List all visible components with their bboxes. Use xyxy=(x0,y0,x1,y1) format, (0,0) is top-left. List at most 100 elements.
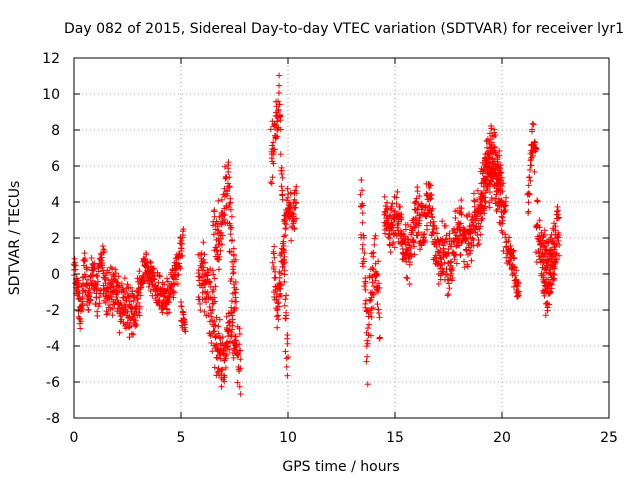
data-point xyxy=(145,283,152,290)
data-point xyxy=(201,251,208,258)
y-tick-label: 4 xyxy=(51,195,60,211)
data-point xyxy=(77,318,84,325)
data-point xyxy=(528,154,535,161)
data-point xyxy=(274,306,281,313)
data-point xyxy=(212,226,219,233)
data-point xyxy=(156,273,163,280)
data-point xyxy=(541,227,548,234)
data-point xyxy=(274,300,281,307)
data-point xyxy=(498,213,505,220)
data-point xyxy=(506,234,513,241)
data-point xyxy=(270,250,277,257)
data-point xyxy=(76,295,83,302)
data-point xyxy=(104,288,111,295)
data-point xyxy=(271,243,278,250)
data-point xyxy=(488,197,495,204)
data-point xyxy=(269,142,276,149)
data-point xyxy=(440,242,447,249)
data-point xyxy=(170,294,177,301)
data-point xyxy=(114,288,121,295)
data-point xyxy=(85,307,92,314)
data-point xyxy=(392,208,399,215)
data-point xyxy=(268,180,275,187)
data-point xyxy=(403,274,410,281)
data-point xyxy=(221,211,228,218)
data-point xyxy=(534,197,541,204)
data-point xyxy=(135,289,142,296)
data-point xyxy=(221,374,228,381)
data-point xyxy=(434,230,441,237)
data-point xyxy=(113,294,120,301)
data-point xyxy=(218,241,225,248)
data-point xyxy=(526,190,533,197)
data-point xyxy=(290,220,297,227)
data-point xyxy=(232,278,239,285)
data-point xyxy=(206,303,213,310)
data-point xyxy=(466,250,473,257)
data-point xyxy=(212,333,219,340)
data-point xyxy=(416,211,423,218)
data-point xyxy=(359,187,366,194)
data-point xyxy=(118,302,125,309)
data-point xyxy=(371,241,378,248)
data-point xyxy=(554,203,561,210)
data-point xyxy=(227,206,234,213)
data-point xyxy=(276,82,283,89)
data-point xyxy=(451,256,458,263)
data-point xyxy=(107,284,114,291)
data-point xyxy=(418,242,425,249)
data-point xyxy=(424,226,431,233)
data-point xyxy=(475,236,482,243)
data-point xyxy=(76,282,83,289)
data-point xyxy=(79,306,86,313)
data-point xyxy=(458,197,465,204)
data-point xyxy=(76,290,83,297)
data-point xyxy=(228,238,235,245)
data-point xyxy=(496,164,503,171)
data-point xyxy=(422,237,429,244)
data-point xyxy=(230,354,237,361)
data-point xyxy=(526,174,533,181)
data-point xyxy=(282,232,289,239)
data-point xyxy=(427,195,434,202)
data-point xyxy=(375,310,382,317)
data-point xyxy=(372,232,379,239)
data-point xyxy=(93,294,100,301)
data-point xyxy=(381,193,388,200)
data-point xyxy=(128,330,135,337)
data-point xyxy=(359,202,366,209)
data-point xyxy=(218,383,225,390)
data-point xyxy=(292,204,299,211)
data-point xyxy=(435,280,442,287)
data-point xyxy=(498,169,505,176)
data-point xyxy=(270,160,277,167)
y-tick-labels: -8 -6 -4 -2 0 2 4 6 8 10 12 xyxy=(42,51,60,427)
data-point xyxy=(104,310,111,317)
data-point xyxy=(457,220,464,227)
data-point xyxy=(121,275,128,282)
data-point xyxy=(283,221,290,228)
data-point xyxy=(551,271,558,278)
data-point xyxy=(529,149,536,156)
data-point xyxy=(223,204,230,211)
y-tick-label: 2 xyxy=(51,231,60,247)
data-point xyxy=(556,232,563,239)
data-point xyxy=(479,215,486,222)
data-point xyxy=(116,284,123,291)
data-point xyxy=(149,292,156,299)
data-point xyxy=(555,234,562,241)
data-point xyxy=(526,167,533,174)
data-point xyxy=(477,231,484,238)
data-point xyxy=(109,265,116,272)
data-point xyxy=(97,250,104,257)
data-point xyxy=(91,260,98,267)
data-point xyxy=(393,200,400,207)
data-point xyxy=(283,363,290,370)
data-point xyxy=(478,191,485,198)
data-point xyxy=(441,239,448,246)
data-point xyxy=(449,264,456,271)
data-point xyxy=(375,306,382,313)
data-point xyxy=(164,278,171,285)
data-point xyxy=(488,139,495,146)
data-point xyxy=(368,314,375,321)
